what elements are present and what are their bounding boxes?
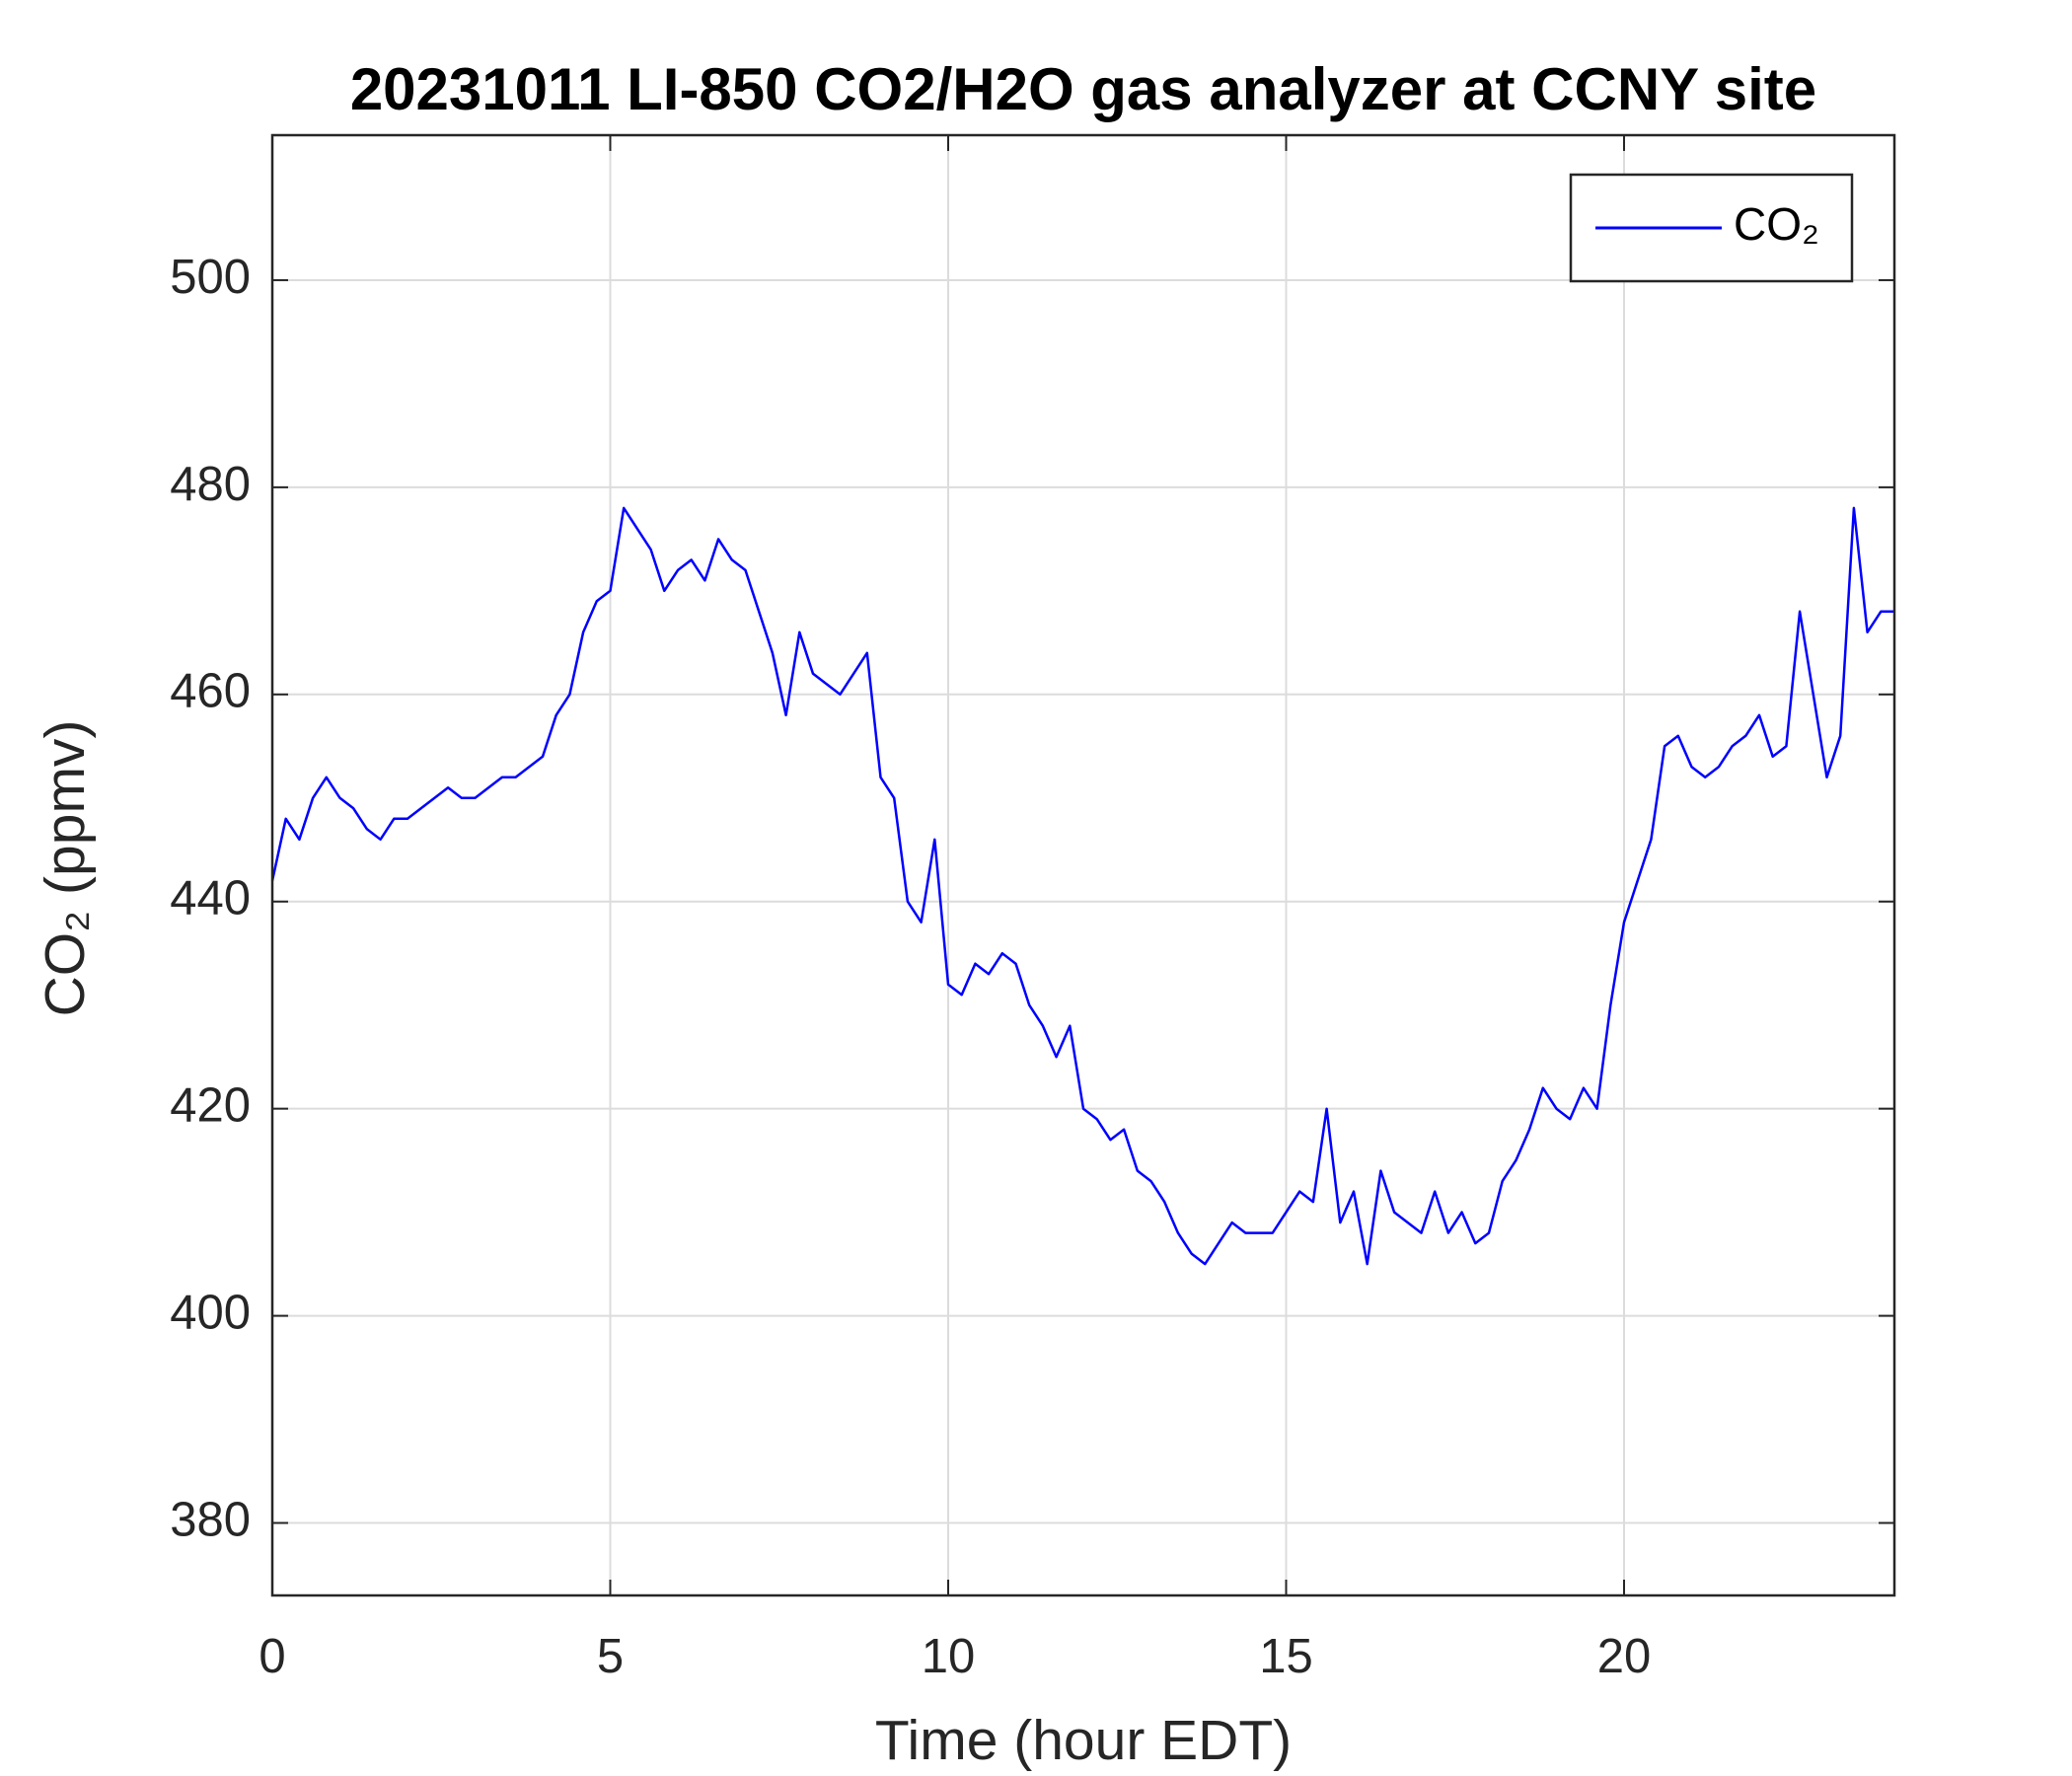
y-tick-label: 480 <box>170 458 251 511</box>
y-tick-label: 440 <box>170 872 251 925</box>
x-tick-label: 15 <box>1259 1630 1313 1683</box>
x-axis-label: Time (hour EDT) <box>875 1709 1292 1772</box>
y-tick-label: 500 <box>170 251 251 304</box>
chart-title: 20231011 LI-850 CO2/H2O gas analyzer at … <box>350 56 1816 122</box>
y-axis-label: CO₂ (ppmv) <box>34 720 97 1017</box>
axes-frame <box>270 133 1896 1597</box>
data-line <box>270 506 1894 1266</box>
y-tick-label: 420 <box>170 1079 251 1133</box>
x-tick-label: 5 <box>597 1630 624 1683</box>
y-tick-label: 380 <box>170 1493 251 1546</box>
legend-label: CO₂ <box>1734 198 1819 250</box>
x-tick-label: 20 <box>1597 1630 1652 1683</box>
y-tick-label: 400 <box>170 1287 251 1340</box>
x-tick-label: 0 <box>259 1630 285 1683</box>
y-tick-label: 460 <box>170 665 251 718</box>
x-tick-label: 10 <box>922 1630 976 1683</box>
